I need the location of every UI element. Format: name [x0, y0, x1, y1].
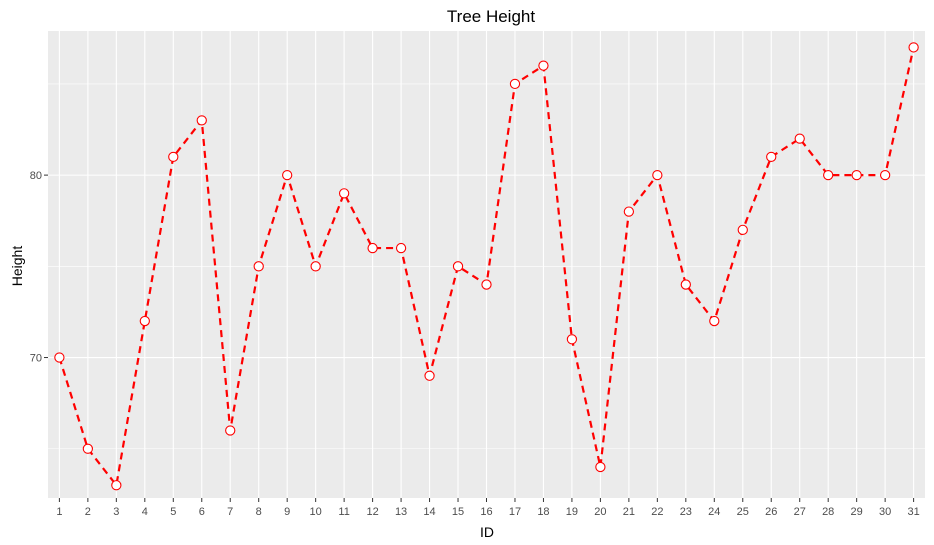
data-point	[766, 151, 777, 163]
data-point	[424, 370, 435, 381]
x-tick-label: 11	[338, 506, 349, 518]
data-point	[82, 443, 94, 454]
data-point	[196, 115, 207, 126]
y-axis-title: Height	[9, 246, 25, 287]
x-tick-label: 28	[822, 506, 834, 518]
x-tick-label: 29	[851, 506, 863, 518]
x-tick-label: 18	[537, 506, 549, 518]
data-point	[139, 315, 150, 327]
data-point	[253, 261, 264, 272]
y-tick-label: 70	[30, 353, 42, 365]
x-tick-label: 1	[56, 506, 62, 518]
x-tick-label: 13	[395, 506, 407, 518]
data-point	[595, 461, 606, 473]
x-tick-label: 23	[680, 506, 692, 518]
x-tick-label: 3	[113, 506, 119, 518]
data-point	[481, 279, 492, 290]
data-point	[54, 352, 65, 363]
data-points	[54, 42, 919, 491]
x-tick-label: 24	[708, 506, 720, 518]
data-point	[737, 224, 748, 235]
data-point	[168, 151, 179, 163]
chart-title: Tree Height	[447, 7, 535, 26]
x-tick-label: 27	[794, 506, 806, 518]
y-axis: 70 80	[30, 170, 48, 365]
x-tick-label: 9	[284, 506, 290, 518]
data-point	[823, 169, 834, 181]
x-tick-label: 14	[423, 506, 435, 518]
x-tick-label: 25	[737, 506, 749, 518]
x-tick-label: 31	[907, 506, 919, 518]
x-tick-label: 17	[509, 506, 521, 518]
data-point	[879, 169, 891, 181]
x-tick-label: 10	[310, 506, 322, 518]
data-point	[538, 60, 549, 71]
data-point	[225, 425, 236, 436]
y-tick-label: 80	[30, 170, 42, 182]
x-tick-label: 21	[623, 506, 635, 518]
x-tick-label: 16	[480, 506, 492, 518]
x-tick-label: 15	[452, 506, 464, 518]
data-point	[310, 261, 321, 272]
x-tick-label: 2	[85, 506, 91, 518]
data-point	[452, 261, 464, 272]
data-point	[623, 206, 635, 217]
data-point	[680, 279, 691, 290]
data-point	[111, 480, 122, 491]
data-point	[851, 169, 862, 181]
data-point	[367, 242, 378, 254]
x-tick-label: 12	[366, 506, 378, 518]
x-axis: 1 2 3 4 5 6 7 8 9 10 11 12 13 14 15 16 17 18 19 20 21 22 23 24 2…	[56, 498, 920, 518]
x-tick-label: 26	[765, 506, 777, 518]
x-tick-label: 4	[142, 506, 148, 518]
data-point	[395, 242, 407, 254]
x-tick-label: 22	[651, 506, 663, 518]
data-point	[338, 188, 350, 199]
x-tick-label: 6	[199, 506, 205, 518]
x-tick-label: 30	[879, 506, 891, 518]
data-point	[509, 78, 521, 90]
x-tick-label: 5	[170, 506, 176, 518]
x-tick-label: 20	[594, 506, 606, 518]
data-point	[282, 169, 293, 181]
data-point	[652, 169, 663, 181]
data-point	[908, 42, 919, 53]
x-tick-label: 7	[227, 506, 233, 518]
x-tick-label: 8	[256, 506, 262, 518]
x-tick-label: 19	[566, 506, 578, 518]
data-point	[566, 334, 578, 345]
x-axis-title: ID	[480, 524, 494, 540]
data-point	[709, 315, 720, 327]
data-point	[794, 133, 805, 144]
